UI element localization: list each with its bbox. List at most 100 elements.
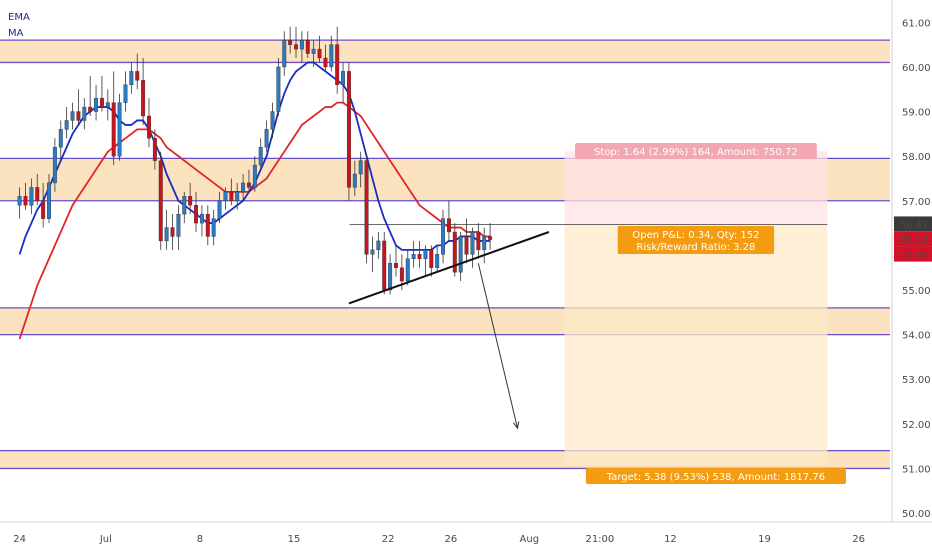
time-tick-label: Jul xyxy=(99,534,112,545)
candle-body xyxy=(258,147,263,166)
candle-body xyxy=(17,196,22,206)
price-tick-label: 61.00 xyxy=(902,18,931,29)
candle-body xyxy=(58,129,63,148)
candle-body xyxy=(223,191,228,201)
candle-body xyxy=(482,236,487,251)
candle-body xyxy=(299,39,304,50)
time-tick-label: 21:00 xyxy=(585,534,614,545)
candle-body xyxy=(411,254,416,259)
candle-body xyxy=(429,249,434,268)
legend-ema[interactable]: EMA xyxy=(8,12,30,23)
candle-body xyxy=(170,227,175,237)
candle-body xyxy=(405,258,410,282)
time-axis: 24 Jul 8 15 22 26 Aug 21:00 12 19 26 xyxy=(0,521,932,545)
pl-label-text-1: Risk/Reward Ratio: 3.28 xyxy=(636,242,755,253)
time-tick-label: 26 xyxy=(852,534,865,545)
candle-body xyxy=(311,48,316,54)
price-tag-countdown-bg xyxy=(894,246,932,262)
target-label-text-0: Target: 5.38 (9.53%) 538, Amount: 1817.7… xyxy=(606,472,825,483)
candle-body xyxy=(141,80,146,117)
forecast-arrow xyxy=(477,263,519,429)
time-tick-label: 26 xyxy=(445,534,458,545)
drawings-layer xyxy=(348,231,550,430)
price-axis: 61.0060.0059.0058.0057.0056.0055.0054.00… xyxy=(891,0,932,522)
candle-body xyxy=(394,263,398,268)
candle-body xyxy=(229,191,234,201)
price-tick-label: 54.00 xyxy=(902,331,931,342)
candle-body xyxy=(488,236,493,240)
candle-body xyxy=(452,231,457,273)
candle-body xyxy=(294,44,298,50)
candle-body xyxy=(129,71,134,85)
time-tick-label: 24 xyxy=(13,534,26,545)
candle-body xyxy=(305,39,310,54)
candle-body xyxy=(105,102,110,108)
candle-body xyxy=(199,213,204,224)
candle-body xyxy=(94,97,99,112)
time-tick-label: 8 xyxy=(197,534,203,545)
candle-body xyxy=(317,48,322,59)
candle-body xyxy=(423,249,428,259)
candle-body xyxy=(282,39,287,68)
candle-body xyxy=(211,218,216,237)
candle-body xyxy=(241,182,246,193)
candle-body xyxy=(123,84,128,103)
trendline xyxy=(348,231,550,305)
pl-label-bg xyxy=(617,226,775,254)
stop-label: Stop: 1.64 (2.99%) 164, Amount: 750.72 xyxy=(575,143,817,159)
candle-body xyxy=(194,205,198,224)
candle-body xyxy=(176,213,181,237)
legend-ma[interactable]: MA xyxy=(8,28,24,39)
price-tag-current: 56.13 xyxy=(900,235,929,246)
candle-body xyxy=(111,102,116,157)
candle-body xyxy=(464,236,469,255)
price-tick-label: 58.00 xyxy=(902,152,931,163)
position-labels: Stop: 1.64 (2.99%) 164, Amount: 750.72 Op… xyxy=(575,143,846,484)
time-tick-label: 15 xyxy=(288,534,301,545)
stop-zone xyxy=(564,151,828,225)
candle-body xyxy=(164,227,169,242)
candle-body xyxy=(458,236,463,273)
candle-body xyxy=(358,160,363,175)
price-tick-label: 55.00 xyxy=(902,286,931,297)
time-tick-label: 19 xyxy=(758,534,771,545)
stop-label-text-0: Stop: 1.64 (2.99%) 164, Amount: 750.72 xyxy=(594,147,798,158)
candle-body xyxy=(382,240,387,291)
candle-body xyxy=(99,97,104,108)
price-tick-label: 52.00 xyxy=(902,420,931,431)
candle-body xyxy=(152,138,157,161)
target-label-bg xyxy=(585,468,846,484)
candle-body xyxy=(270,111,275,130)
candle-body xyxy=(335,44,340,85)
candle-body xyxy=(52,147,57,184)
time-tick-label: 12 xyxy=(664,534,677,545)
candle-body xyxy=(135,71,140,81)
candle-body xyxy=(147,115,151,139)
candle-body xyxy=(205,213,210,237)
candle-body xyxy=(370,249,375,255)
candle-body xyxy=(288,39,293,45)
candle-body xyxy=(29,187,34,206)
candle-body xyxy=(70,111,75,121)
candle-body xyxy=(76,111,81,121)
candle-body xyxy=(441,218,446,255)
zone-0 xyxy=(0,40,890,63)
price-tag-current-bg xyxy=(894,231,932,247)
time-tick-label: 22 xyxy=(382,534,395,545)
candle-body xyxy=(217,200,222,219)
candle-body xyxy=(41,200,46,219)
price-tick-label: 51.00 xyxy=(902,464,931,475)
stop-label-bg xyxy=(575,143,817,159)
candle-body xyxy=(117,102,122,157)
candle-body xyxy=(435,254,440,268)
target-label: Target: 5.38 (9.53%) 538, Amount: 1817.7… xyxy=(585,468,846,484)
candle-body xyxy=(399,267,404,282)
candle-body xyxy=(341,71,346,85)
candle-body xyxy=(188,196,193,206)
candle-body xyxy=(388,263,393,291)
candle-body xyxy=(323,57,328,68)
candle-body xyxy=(352,173,357,188)
